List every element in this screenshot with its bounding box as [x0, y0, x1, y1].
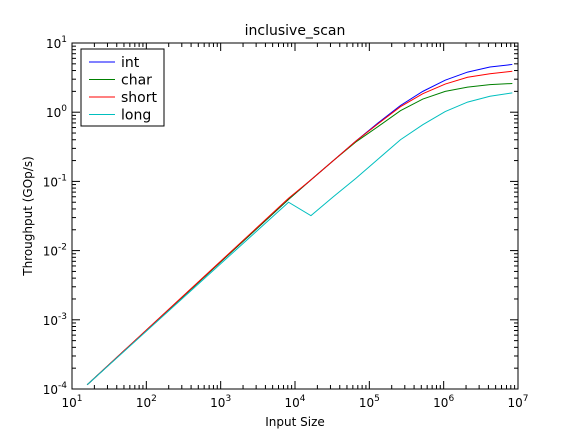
legend-label-int: int [121, 55, 140, 71]
y-axis-label: Throughput (GOp/s) [21, 156, 35, 277]
x-tick-label: 103 [210, 394, 231, 410]
series-lines [86, 63, 513, 386]
y-tick-label: 101 [46, 35, 67, 51]
x-tick-label: 105 [359, 394, 380, 410]
y-tick-label: 10-4 [43, 381, 68, 397]
y-tick-label: 10-1 [43, 173, 67, 189]
series-line-short [86, 70, 513, 386]
series-line-long [86, 92, 513, 386]
plot-area: 101 102 103 104 105 106 107 10-4 10-3 10-2 10-1 100… [43, 35, 529, 410]
x-tick-label: 104 [284, 394, 305, 410]
y-tick-label: 10-2 [43, 243, 67, 259]
legend-label-char: char [121, 73, 152, 89]
x-axis-label: Input Size [265, 415, 325, 429]
chart-title: inclusive_scan [245, 23, 346, 39]
ticks [71, 42, 519, 390]
x-tick-label: 102 [136, 394, 157, 410]
legend-label-short: short [121, 90, 157, 106]
x-tick-label: 107 [507, 394, 528, 410]
x-tick-label: 101 [61, 394, 82, 410]
x-tick-label: 106 [433, 394, 454, 410]
legend-label-long: long [121, 108, 151, 124]
y-tick-label: 10-3 [43, 312, 67, 328]
y-tick-label: 100 [46, 104, 67, 120]
